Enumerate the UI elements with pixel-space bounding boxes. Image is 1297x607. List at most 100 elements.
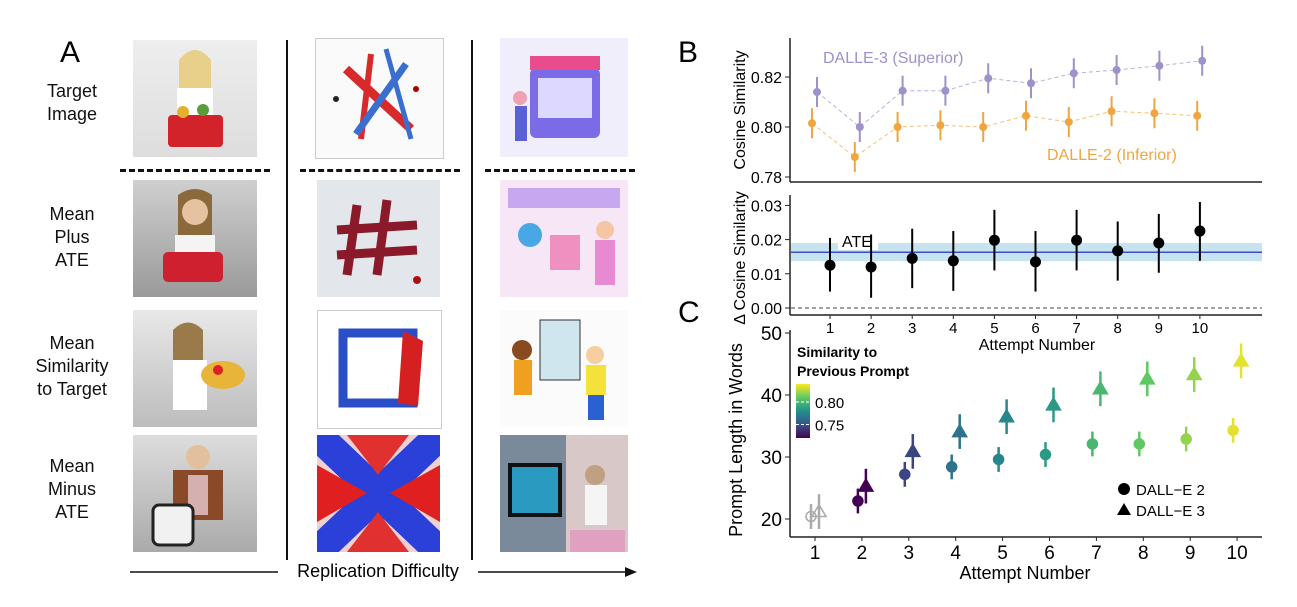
data-point xyxy=(988,234,1000,246)
data-point xyxy=(1071,234,1083,246)
row-label-mean-similarity: Mean Similarity to Target xyxy=(22,332,122,401)
x-tick-label: 6 xyxy=(1031,320,1039,337)
data-point xyxy=(1107,107,1116,116)
y-axis-label: Prompt Length in Words xyxy=(726,343,746,537)
row-label-target-image: Target Image xyxy=(22,80,122,126)
x-tick-label: 8 xyxy=(1138,543,1149,564)
data-point xyxy=(1112,66,1121,74)
data-point-dalle3 xyxy=(951,423,969,438)
x-axis-label: Attempt Number xyxy=(959,563,1090,583)
legend-circle-icon xyxy=(1118,483,1130,495)
data-point xyxy=(1027,79,1035,88)
legend-label-dalle2: DALLE-2 (Inferior) xyxy=(1047,147,1177,164)
data-point xyxy=(906,252,918,264)
series-line xyxy=(816,60,1203,128)
image-plus-hash-paint xyxy=(317,180,440,297)
label-line: Mean xyxy=(49,204,95,224)
data-point xyxy=(824,259,836,271)
image-mean-shopper xyxy=(133,310,257,427)
data-point xyxy=(1030,256,1041,268)
data-point xyxy=(1112,245,1124,257)
data-point-dalle3 xyxy=(1045,396,1062,411)
data-point-dalle2 xyxy=(945,461,958,473)
colorbar-tick-label: 0.75 xyxy=(815,418,844,435)
label-line: Plus xyxy=(54,227,90,247)
column-divider xyxy=(286,40,288,560)
ate-label-background xyxy=(838,232,878,250)
data-point-dalle2 xyxy=(1086,438,1099,450)
data-point xyxy=(850,153,859,161)
y-tick-label: 0.01 xyxy=(751,267,782,284)
data-point xyxy=(813,88,821,96)
x-tick-label: 4 xyxy=(949,320,957,337)
legend-label-dalle3: DALLE-3 (Superior) xyxy=(823,50,964,67)
x-tick-label: 7 xyxy=(1072,320,1080,337)
data-point xyxy=(1155,61,1164,70)
y-tick-label: 30 xyxy=(761,448,782,469)
legend-label-dalle2: DALL−E 2 xyxy=(1136,482,1205,499)
image-minus-tablet-shop xyxy=(500,435,628,552)
data-point-dalle2 xyxy=(1227,424,1239,437)
x-tick-label: 6 xyxy=(1044,543,1055,564)
row-divider-dashed xyxy=(485,169,635,172)
image-mean-cartoon-shop xyxy=(500,310,628,427)
data-point xyxy=(947,255,959,267)
y-tick-label: 0.78 xyxy=(751,170,782,187)
data-point xyxy=(865,261,877,273)
image-target-shopper xyxy=(133,40,257,157)
data-point xyxy=(941,86,950,95)
replication-difficulty-arrow xyxy=(130,560,637,585)
panel-c-letter: C xyxy=(678,296,700,329)
panel-b-letter: B xyxy=(678,36,699,69)
y-axis-label: Δ Cosine Similarity xyxy=(732,191,749,324)
replication-difficulty-label: Replication Difficulty xyxy=(297,561,459,581)
data-point-dalle3 xyxy=(998,408,1015,423)
x-tick-label: 3 xyxy=(908,320,916,337)
label-line: Image xyxy=(46,104,98,124)
data-point xyxy=(1193,111,1202,120)
row-label-mean-plus-ate: Mean Plus ATE xyxy=(22,203,122,272)
label-line: to Target xyxy=(37,379,107,399)
label-line: ATE xyxy=(55,250,89,270)
legend-label-dalle3: DALL−E 3 xyxy=(1136,503,1205,520)
image-target-online-shop xyxy=(500,38,628,157)
series-line xyxy=(811,110,1198,158)
y-axis-label: Cosine Similarity xyxy=(732,50,749,169)
data-point-dalle2 xyxy=(1133,438,1146,450)
data-point xyxy=(808,119,816,128)
ate-label: ATE xyxy=(842,234,872,251)
x-tick-label: 10 xyxy=(1227,543,1248,564)
colorbar-title-line2: Previous Prompt xyxy=(797,363,909,379)
data-point xyxy=(1198,56,1207,65)
x-tick-label: 5 xyxy=(997,543,1008,564)
data-point-dalle2 xyxy=(992,453,1005,466)
data-point xyxy=(1064,118,1073,126)
image-minus-shopper xyxy=(133,435,257,552)
image-target-cross-paint xyxy=(315,38,444,159)
data-point-dalle3 xyxy=(857,477,875,492)
colorbar-tick-label: 0.80 xyxy=(815,395,844,412)
x-tick-label: 10 xyxy=(1192,320,1209,337)
x-tick-label: 2 xyxy=(857,543,868,564)
image-mean-square-paint xyxy=(317,310,442,429)
data-point xyxy=(855,123,864,131)
row-divider-dashed xyxy=(300,169,460,172)
x-tick-label: 5 xyxy=(990,320,998,337)
column-divider xyxy=(471,40,473,560)
data-point-dalle3 xyxy=(810,503,828,518)
label-line: ATE xyxy=(55,502,89,522)
x-tick-label: 3 xyxy=(904,543,915,564)
y-tick-label: 20 xyxy=(761,510,782,531)
data-point-dalle2 xyxy=(899,468,911,481)
data-point-dalle3 xyxy=(1232,352,1250,367)
y-tick-label: 0.02 xyxy=(751,233,782,250)
colorbar-title-line1: Similarity to xyxy=(797,344,877,360)
data-point-dalle2 xyxy=(1039,448,1052,461)
panel-a-letter: A xyxy=(60,36,81,69)
legend-triangle-icon xyxy=(1117,503,1131,515)
data-point-dalle3 xyxy=(1092,380,1109,395)
x-tick-label: 9 xyxy=(1155,320,1163,337)
data-point-dalle2 xyxy=(1180,433,1192,445)
